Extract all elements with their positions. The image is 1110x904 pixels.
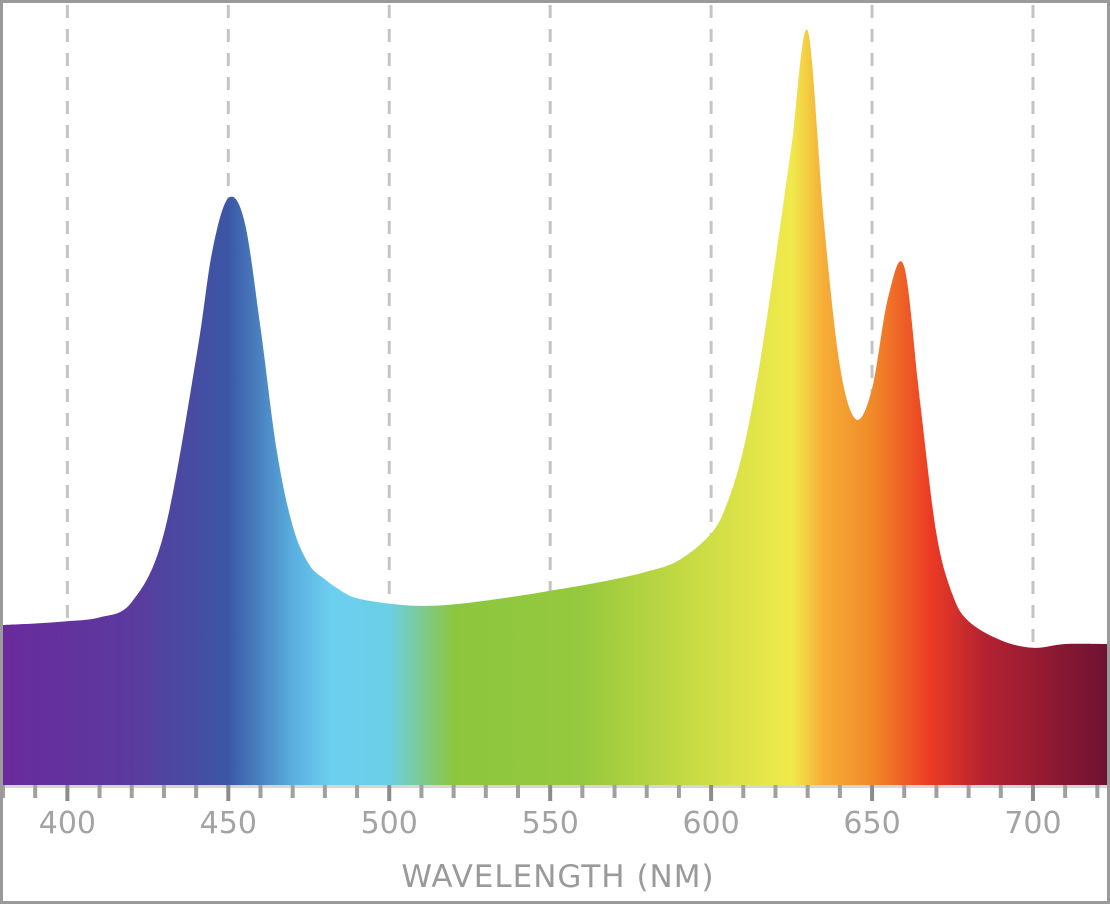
minor-tick-660 <box>902 785 907 798</box>
x-tick-label-600: 600 <box>682 806 739 841</box>
minor-tick-380 <box>3 785 5 798</box>
minor-tick-440 <box>194 785 199 798</box>
minor-tick-680 <box>966 785 971 798</box>
x-tick-label-400: 400 <box>39 806 96 841</box>
x-axis-line <box>3 785 1107 788</box>
minor-tick-590 <box>676 785 681 798</box>
minor-tick-420 <box>129 785 134 798</box>
minor-tick-520 <box>451 785 456 798</box>
minor-tick-670 <box>934 785 939 798</box>
minor-tick-620 <box>773 785 778 798</box>
minor-tick-430 <box>161 785 166 798</box>
minor-tick-610 <box>741 785 746 798</box>
minor-tick-470 <box>290 785 295 798</box>
minor-tick-390 <box>33 785 38 798</box>
spectrum-area <box>3 29 1107 786</box>
minor-tick-690 <box>998 785 1003 798</box>
spectrum-area-layer <box>3 29 1107 786</box>
minor-tick-560 <box>580 785 585 798</box>
x-tick-label-700: 700 <box>1004 806 1061 841</box>
minor-tick-630 <box>805 785 810 798</box>
minor-tick-460 <box>258 785 263 798</box>
x-tick-label-450: 450 <box>200 806 257 841</box>
x-axis <box>3 785 1107 801</box>
x-tick-label-500: 500 <box>361 806 418 841</box>
major-tick-500 <box>387 785 392 801</box>
x-tick-label-650: 650 <box>843 806 900 841</box>
minor-tick-570 <box>612 785 617 798</box>
major-tick-400 <box>65 785 70 801</box>
minor-tick-530 <box>483 785 488 798</box>
x-tick-labels: 400 450 500 550 600 650 700 <box>39 806 1062 841</box>
major-tick-600 <box>709 785 714 801</box>
x-tick-label-550: 550 <box>522 806 579 841</box>
minor-tick-710 <box>1063 785 1068 798</box>
chart-svg: 400 450 500 550 600 650 700 WAVELENGTH (NM) <box>3 5 1107 895</box>
major-tick-550 <box>548 785 553 801</box>
major-tick-450 <box>226 785 231 801</box>
minor-tick-720 <box>1095 785 1100 798</box>
x-axis-title: WAVELENGTH (NM) <box>401 859 714 895</box>
minor-tick-410 <box>97 785 102 798</box>
minor-tick-480 <box>322 785 327 798</box>
minor-tick-640 <box>837 785 842 798</box>
minor-tick-510 <box>419 785 424 798</box>
minor-tick-580 <box>644 785 649 798</box>
minor-tick-490 <box>355 785 360 798</box>
minor-tick-540 <box>515 785 520 798</box>
major-tick-700 <box>1030 785 1035 801</box>
major-tick-650 <box>870 785 875 801</box>
